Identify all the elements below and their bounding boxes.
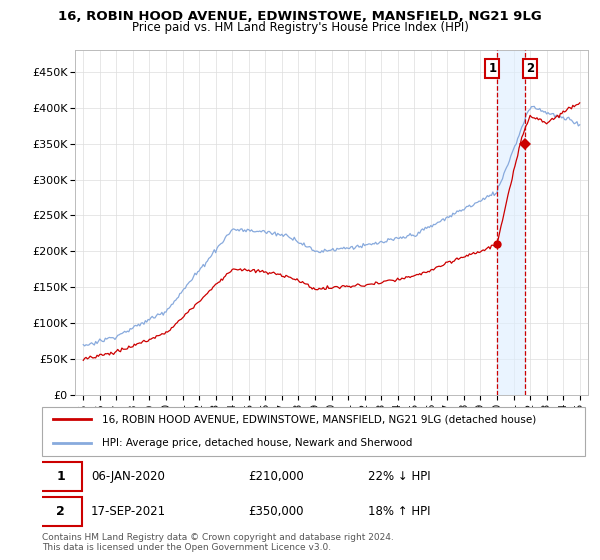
Text: £210,000: £210,000 <box>248 470 304 483</box>
FancyBboxPatch shape <box>39 497 82 526</box>
Text: This data is licensed under the Open Government Licence v3.0.: This data is licensed under the Open Gov… <box>42 543 331 552</box>
Text: 22% ↓ HPI: 22% ↓ HPI <box>368 470 430 483</box>
Text: 06-JAN-2020: 06-JAN-2020 <box>91 470 165 483</box>
Text: 16, ROBIN HOOD AVENUE, EDWINSTOWE, MANSFIELD, NG21 9LG (detached house): 16, ROBIN HOOD AVENUE, EDWINSTOWE, MANSF… <box>102 414 536 424</box>
FancyBboxPatch shape <box>39 462 82 492</box>
Text: 17-SEP-2021: 17-SEP-2021 <box>91 505 166 518</box>
Text: 18% ↑ HPI: 18% ↑ HPI <box>368 505 430 518</box>
Text: 2: 2 <box>526 62 535 75</box>
Text: Price paid vs. HM Land Registry's House Price Index (HPI): Price paid vs. HM Land Registry's House … <box>131 21 469 34</box>
Text: 2: 2 <box>56 505 65 518</box>
Text: 1: 1 <box>488 62 496 75</box>
Text: £350,000: £350,000 <box>248 505 304 518</box>
Text: HPI: Average price, detached house, Newark and Sherwood: HPI: Average price, detached house, Newa… <box>102 437 412 447</box>
Text: 16, ROBIN HOOD AVENUE, EDWINSTOWE, MANSFIELD, NG21 9LG: 16, ROBIN HOOD AVENUE, EDWINSTOWE, MANSF… <box>58 10 542 23</box>
Text: Contains HM Land Registry data © Crown copyright and database right 2024.: Contains HM Land Registry data © Crown c… <box>42 533 394 542</box>
FancyBboxPatch shape <box>42 407 585 456</box>
Bar <box>497 50 526 395</box>
Text: 1: 1 <box>56 470 65 483</box>
